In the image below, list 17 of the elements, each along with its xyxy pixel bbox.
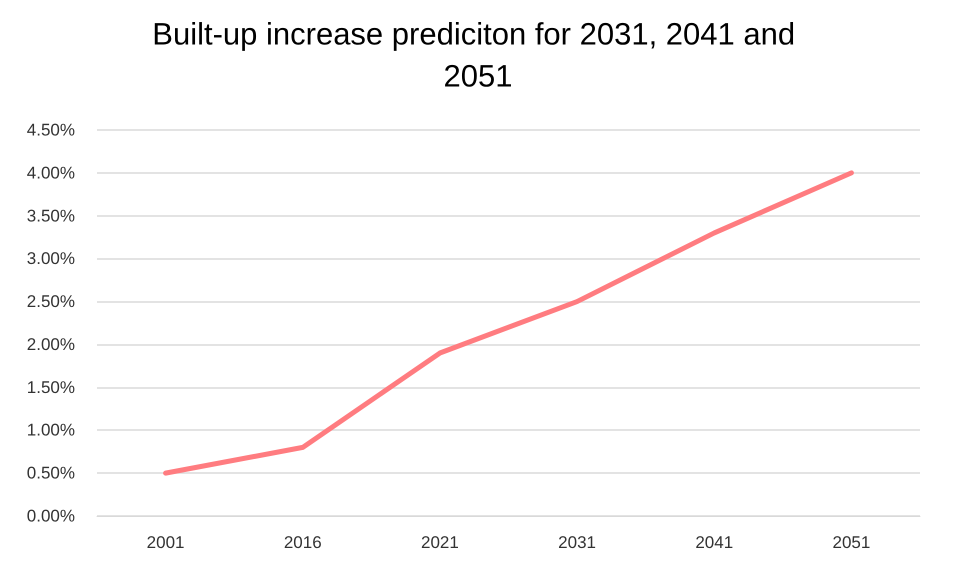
y-tick-label: 4.00% xyxy=(26,163,75,182)
x-tick-label: 2016 xyxy=(284,533,322,552)
y-tick-label: 3.00% xyxy=(26,249,75,268)
y-tick-label: 2.00% xyxy=(26,334,75,354)
x-tick-label: 2021 xyxy=(421,533,459,552)
y-tick-label: 4.50% xyxy=(26,120,75,140)
x-tick-label: 2031 xyxy=(558,533,596,552)
y-tick-label: 2.50% xyxy=(26,292,75,312)
x-tick-label: 2051 xyxy=(832,533,870,552)
y-tick-label: 1.00% xyxy=(26,420,75,440)
y-tick-label: 1.50% xyxy=(26,378,75,397)
x-tick-label: 2041 xyxy=(695,533,734,552)
y-tick-label: 0.00% xyxy=(26,506,75,526)
chart-title: Built-up increase prediciton for 2031, 2041 and 2051 xyxy=(152,16,804,94)
y-tick-label: 3.50% xyxy=(26,206,75,226)
x-tick-label: 2001 xyxy=(146,533,184,552)
y-tick-label: 0.50% xyxy=(26,464,75,483)
